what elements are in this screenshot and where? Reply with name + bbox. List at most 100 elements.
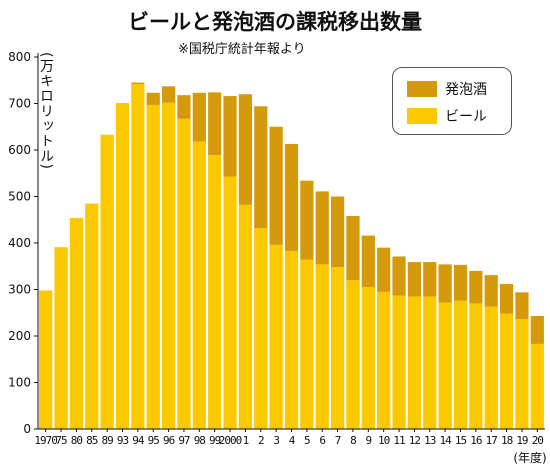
bar-beer-09: [361, 287, 375, 429]
x-tick-label-95: 95: [148, 434, 160, 447]
bar-happoshu-98: [192, 92, 206, 142]
legend-item-happoshu: 発泡酒: [407, 79, 487, 99]
x-tick-label-80: 80: [71, 434, 83, 447]
x-tick-label-93: 93: [117, 434, 129, 447]
bar-happoshu-99: [208, 92, 222, 156]
bar-happoshu-08: [346, 216, 360, 281]
y-tick-label-600: 600: [8, 143, 31, 157]
legend-label-beer: ビール: [445, 109, 487, 125]
legend-swatch-beer: [407, 108, 437, 124]
bar-happoshu-97: [177, 95, 191, 119]
x-tick-label-96: 96: [163, 434, 175, 447]
bar-beer-08: [346, 280, 360, 429]
bar-beer-19: [515, 319, 529, 429]
legend-item-beer: ビール: [407, 106, 487, 126]
x-tick-label-15: 15: [455, 434, 467, 447]
bar-beer-17: [484, 306, 498, 429]
bar-beer-20: [530, 343, 544, 429]
bar-beer-2000: [223, 176, 237, 429]
bar-happoshu-14: [438, 264, 452, 303]
bar-happoshu-09: [361, 235, 375, 288]
y-tick-label-200: 200: [8, 329, 31, 343]
bar-beer-07: [330, 267, 345, 429]
x-tick-label-98: 98: [194, 434, 206, 447]
bar-beer-16: [469, 303, 483, 429]
bar-beer-96: [161, 102, 176, 429]
chart-title: ビールと発泡酒の課税移出数量: [128, 10, 422, 34]
bar-happoshu-2000: [223, 96, 237, 177]
y-tick-label-0: 0: [23, 422, 31, 436]
bar-happoshu-15: [453, 264, 468, 301]
x-tick-label-13: 13: [424, 434, 436, 447]
bar-beer-93: [115, 103, 130, 429]
bar-beer-75: [54, 247, 68, 429]
bar-happoshu-06: [315, 191, 329, 265]
x-tick-label-05: 5: [304, 434, 310, 447]
bar-happoshu-17: [484, 275, 498, 307]
x-tick-label-1970: 1970: [34, 434, 57, 447]
bar-happoshu-12: [407, 262, 422, 297]
x-tick-label-08: 8: [350, 434, 356, 447]
x-tick-label-99: 99: [209, 434, 221, 447]
x-tick-label-04: 4: [289, 434, 296, 447]
bar-happoshu-19: [515, 292, 529, 320]
bar-happoshu-07: [330, 196, 345, 268]
legend: 発泡酒 ビール: [392, 67, 512, 135]
bar-beer-85: [85, 203, 99, 429]
y-tick-label-700: 700: [8, 97, 31, 111]
x-tick-label-02: 2: [258, 434, 264, 447]
x-tick-label-06: 6: [319, 434, 325, 447]
x-tick-label-07: 7: [335, 434, 341, 447]
x-tick-label-97: 97: [178, 434, 190, 447]
x-tick-label-20: 20: [532, 434, 544, 447]
bar-happoshu-18: [499, 283, 514, 314]
bar-happoshu-94: [131, 82, 145, 84]
bar-beer-04: [284, 250, 299, 429]
bar-beer-18: [499, 313, 514, 429]
x-tick-label-94: 94: [132, 434, 145, 447]
bar-beer-14: [438, 302, 452, 429]
x-tick-label-18: 18: [501, 434, 513, 447]
bar-beer-10: [377, 291, 391, 429]
bar-beer-03: [269, 244, 283, 429]
y-tick-label-300: 300: [8, 283, 31, 297]
x-tick-label-10: 10: [378, 434, 390, 447]
y-tick-label-800: 800: [8, 50, 31, 64]
bar-happoshu-20: [530, 316, 544, 344]
bar-beer-95: [146, 104, 160, 430]
legend-swatch-happoshu: [407, 81, 437, 97]
chart-subtitle: ※国税庁統計年報より: [178, 42, 306, 57]
bar-beer-94: [131, 83, 145, 429]
x-tick-label-85: 85: [86, 434, 98, 447]
x-tick-label-03: 3: [273, 434, 279, 447]
bar-beer-98: [192, 141, 206, 429]
y-tick-label-400: 400: [8, 236, 31, 250]
bar-beer-99: [208, 155, 222, 429]
bar-beer-13: [423, 296, 437, 429]
y-tick-label-500: 500: [8, 190, 31, 204]
x-tick-label-16: 16: [470, 434, 482, 447]
bar-beer-97: [177, 118, 191, 429]
x-tick-label-19: 19: [516, 434, 528, 447]
bar-happoshu-02: [254, 106, 268, 229]
x-tick-label-11: 11: [393, 434, 405, 447]
bar-happoshu-05: [300, 180, 314, 260]
bar-happoshu-04: [284, 143, 299, 251]
x-tick-label-12: 12: [409, 434, 421, 447]
bar-beer-02: [254, 228, 268, 429]
y-axis-label: (万キロリットル): [38, 52, 54, 170]
bar-happoshu-13: [423, 262, 437, 297]
y-tick-label-100: 100: [8, 376, 31, 390]
x-tick-label-89: 89: [102, 434, 114, 447]
x-tick-label-75: 75: [55, 434, 67, 447]
bar-beer-12: [407, 296, 422, 429]
bar-beer-15: [453, 300, 468, 429]
legend-label-happoshu: 発泡酒: [445, 82, 487, 98]
x-axis-label: (年度): [513, 450, 546, 465]
bar-beer-01: [238, 204, 253, 429]
x-tick-label-14: 14: [440, 434, 453, 447]
bar-happoshu-96: [161, 86, 176, 103]
bar-happoshu-03: [269, 126, 283, 245]
x-tick-label-2000: 2000: [219, 434, 242, 447]
